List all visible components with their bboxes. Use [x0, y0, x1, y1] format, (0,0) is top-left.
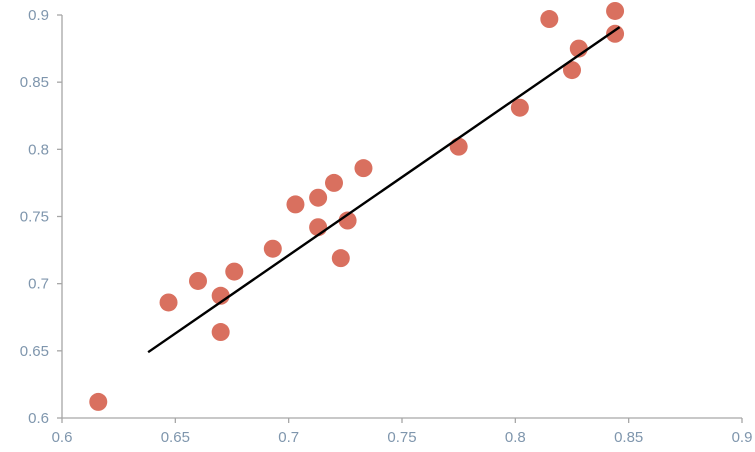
x-tick-label: 0.9	[732, 429, 753, 446]
x-tick-label: 0.65	[161, 429, 190, 446]
trendline	[147, 26, 621, 354]
data-point	[331, 249, 350, 268]
data-point	[89, 392, 108, 411]
x-tick-label: 0.7	[278, 429, 299, 446]
x-tick-label: 0.8	[505, 429, 526, 446]
data-point	[540, 10, 559, 29]
data-point	[338, 211, 357, 230]
data-point	[159, 293, 178, 312]
data-point	[449, 137, 468, 156]
data-point	[189, 271, 207, 290]
y-tick-label: 0.8	[28, 141, 49, 158]
data-point	[309, 188, 328, 207]
data-point	[286, 195, 305, 214]
x-axis-ticks: 0.6 0.65 0.7 0.75 0.8 0.85 0.9	[52, 418, 753, 446]
data-point	[606, 1, 625, 20]
y-tick-label: 0.85	[20, 74, 49, 91]
data-point	[354, 159, 373, 178]
data-point	[510, 98, 529, 117]
data-point	[563, 61, 581, 80]
y-axis-ticks: 0.6 0.65 0.7 0.75 0.8 0.85 0.9	[20, 7, 62, 427]
axes	[61, 15, 742, 419]
y-tick-label: 0.7	[28, 276, 49, 293]
y-tick-label: 0.75	[20, 209, 49, 226]
y-tick-label: 0.65	[20, 343, 49, 360]
data-point	[606, 24, 625, 43]
y-tick-label: 0.6	[28, 410, 49, 427]
data-point	[263, 239, 282, 258]
x-tick-label: 0.75	[387, 429, 416, 446]
x-tick-label: 0.85	[614, 429, 643, 446]
trendline-group	[147, 26, 621, 354]
data-point	[225, 262, 244, 281]
data-points	[89, 1, 625, 411]
x-tick-label: 0.6	[52, 429, 73, 446]
data-point	[211, 323, 230, 342]
data-point	[325, 173, 343, 192]
y-tick-label: 0.9	[28, 7, 49, 24]
